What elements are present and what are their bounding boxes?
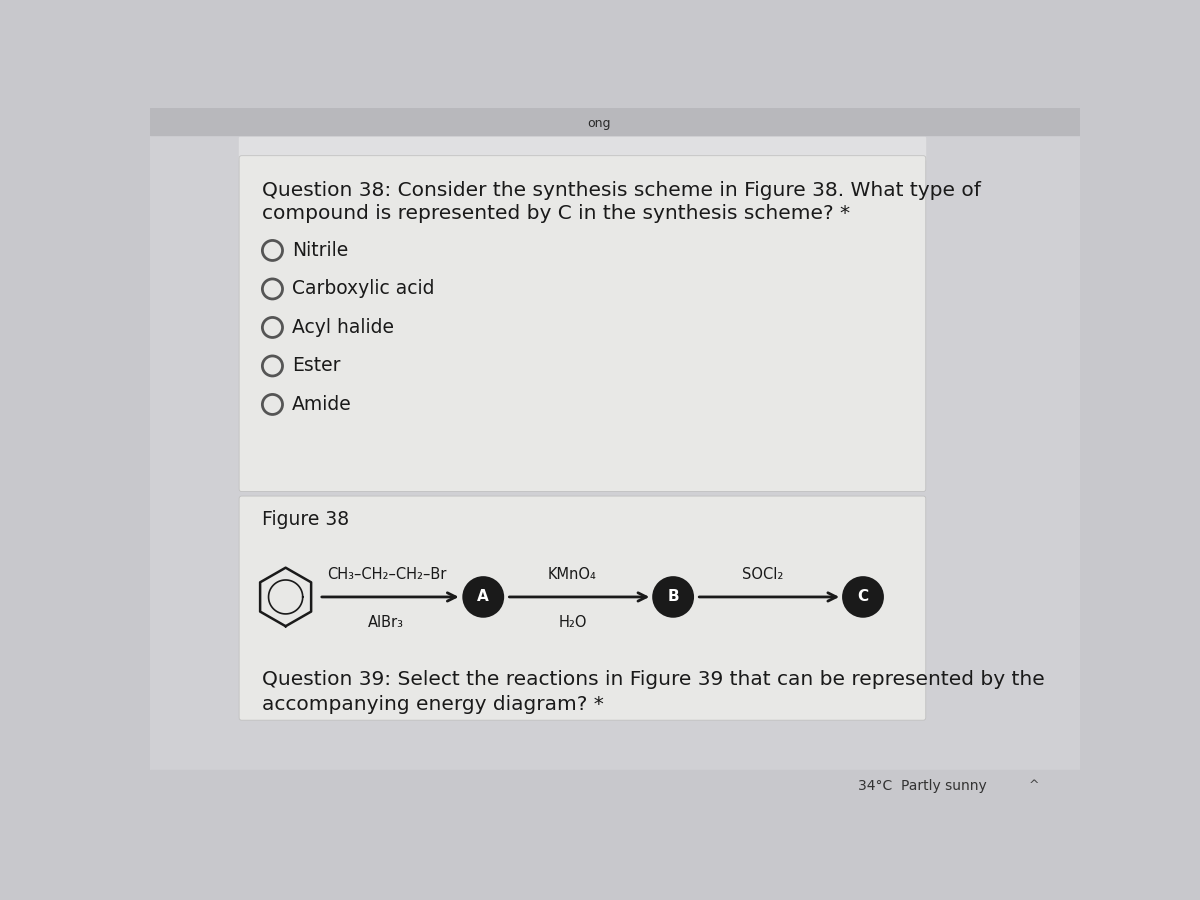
Text: C: C: [858, 590, 869, 605]
Circle shape: [842, 576, 884, 617]
Text: SOCl₂: SOCl₂: [742, 567, 782, 581]
Text: compound is represented by C in the synthesis scheme? *: compound is represented by C in the synt…: [263, 204, 851, 223]
Text: Amide: Amide: [292, 395, 352, 414]
Text: AlBr₃: AlBr₃: [368, 615, 404, 630]
Text: Question 38: Consider the synthesis scheme in Figure 38. What type of: Question 38: Consider the synthesis sche…: [263, 181, 982, 200]
Bar: [239, 138, 925, 160]
Text: Question 39: Select the reactions in Figure 39 that can be represented by the: Question 39: Select the reactions in Fig…: [263, 670, 1045, 689]
Circle shape: [653, 576, 694, 617]
Text: 34°C  Partly sunny: 34°C Partly sunny: [858, 778, 986, 793]
Text: Figure 38: Figure 38: [263, 510, 349, 529]
Text: KMnO₄: KMnO₄: [548, 567, 596, 581]
Text: A: A: [478, 590, 490, 605]
Bar: [150, 770, 1080, 801]
Circle shape: [462, 576, 504, 617]
Text: Carboxylic acid: Carboxylic acid: [292, 279, 434, 299]
Text: B: B: [667, 590, 679, 605]
FancyBboxPatch shape: [239, 496, 925, 720]
Text: ong: ong: [588, 117, 611, 130]
Text: ^: ^: [1028, 779, 1039, 792]
Text: accompanying energy diagram? *: accompanying energy diagram? *: [263, 695, 605, 714]
Text: Ester: Ester: [292, 356, 341, 375]
Text: Nitrile: Nitrile: [292, 241, 348, 260]
FancyBboxPatch shape: [239, 156, 925, 491]
Bar: [150, 108, 1080, 135]
Text: CH₃–CH₂–CH₂–Br: CH₃–CH₂–CH₂–Br: [326, 567, 446, 581]
Text: Acyl halide: Acyl halide: [292, 318, 394, 337]
Text: H₂O: H₂O: [558, 615, 587, 630]
